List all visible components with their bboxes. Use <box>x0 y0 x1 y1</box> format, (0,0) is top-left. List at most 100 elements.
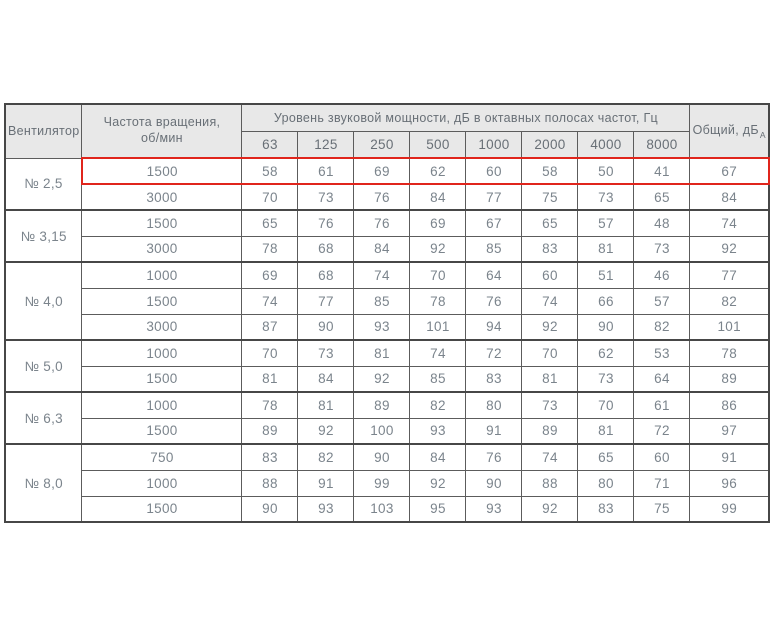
value-cell: 94 <box>465 313 523 341</box>
value-cell: 89 <box>521 417 579 445</box>
header-row-main: Вентилятор Частота вращения, об/мин Уров… <box>4 103 770 159</box>
value-cell: 100 <box>353 417 411 445</box>
spec-table-wrap: Вентилятор Частота вращения, об/мин Уров… <box>4 103 770 523</box>
value-cell: 76 <box>353 209 411 237</box>
frequency-header: 125 <box>297 130 355 159</box>
total-cell: 74 <box>689 209 770 237</box>
value-cell: 65 <box>521 209 579 237</box>
value-cell: 75 <box>521 183 579 211</box>
speed-cell: 1000 <box>81 261 243 289</box>
value-cell: 103 <box>353 495 411 523</box>
value-cell: 92 <box>521 313 579 341</box>
value-cell: 71 <box>633 469 691 497</box>
value-cell: 84 <box>409 183 467 211</box>
value-cell: 66 <box>577 287 635 315</box>
total-cell: 82 <box>689 287 770 315</box>
value-cell: 99 <box>353 469 411 497</box>
value-cell: 90 <box>353 443 411 471</box>
value-cell: 83 <box>241 443 299 471</box>
value-cell: 69 <box>409 209 467 237</box>
frequency-header: 1000 <box>465 130 523 159</box>
table-row: 3000 87 90 93 101 94 92 90 82 101 <box>5 313 770 341</box>
value-cell: 80 <box>577 469 635 497</box>
value-cell: 82 <box>633 313 691 341</box>
value-cell: 83 <box>577 495 635 523</box>
total-cell: 86 <box>689 391 770 419</box>
value-cell: 93 <box>409 417 467 445</box>
value-cell: 50 <box>577 157 635 185</box>
value-cell: 85 <box>465 235 523 263</box>
value-cell: 92 <box>521 495 579 523</box>
value-cell: 85 <box>353 287 411 315</box>
table-row: 1500 90 93 103 95 93 92 83 75 99 <box>5 495 770 523</box>
fan-label: № 5,0 <box>4 339 83 393</box>
value-cell: 70 <box>577 391 635 419</box>
value-cell: 93 <box>465 495 523 523</box>
speed-column-header: Частота вращения, об/мин <box>81 103 243 159</box>
total-cell: 96 <box>689 469 770 497</box>
value-cell: 89 <box>353 391 411 419</box>
total-cell: 97 <box>689 417 770 445</box>
value-cell: 64 <box>465 261 523 289</box>
total-cell: 101 <box>689 313 770 341</box>
value-cell: 74 <box>521 443 579 471</box>
total-cell: 91 <box>689 443 770 471</box>
frequency-header: 63 <box>241 130 299 159</box>
value-cell: 74 <box>241 287 299 315</box>
value-cell: 85 <box>409 365 467 393</box>
speed-cell: 1500 <box>81 287 243 315</box>
frequency-header-row: 63 125 250 500 1000 2000 4000 8000 <box>5 130 769 159</box>
value-cell: 93 <box>353 313 411 341</box>
value-cell: 84 <box>353 235 411 263</box>
value-cell: 92 <box>409 235 467 263</box>
value-cell: 68 <box>297 235 355 263</box>
value-cell: 65 <box>577 443 635 471</box>
value-cell: 87 <box>241 313 299 341</box>
value-cell: 61 <box>297 157 355 185</box>
value-cell: 77 <box>297 287 355 315</box>
value-cell: 70 <box>241 183 299 211</box>
value-cell: 89 <box>241 417 299 445</box>
value-cell: 73 <box>633 235 691 263</box>
value-cell: 93 <box>297 495 355 523</box>
value-cell: 57 <box>577 209 635 237</box>
table-body: № 2,5 1500 58 61 69 62 60 58 50 41 67 3000 70 73 76 84 7… <box>4 157 770 523</box>
value-cell: 90 <box>297 313 355 341</box>
value-cell: 72 <box>465 339 523 367</box>
value-cell: 73 <box>577 365 635 393</box>
value-cell: 58 <box>521 157 579 185</box>
speed-cell: 1000 <box>81 469 243 497</box>
speed-cell: 1500 <box>81 209 243 237</box>
value-cell: 74 <box>409 339 467 367</box>
value-cell: 81 <box>577 417 635 445</box>
speed-cell: 1000 <box>81 339 243 367</box>
value-cell: 62 <box>409 157 467 185</box>
value-cell: 73 <box>297 183 355 211</box>
total-cell: 99 <box>689 495 770 523</box>
octave-band-header: Уровень звуковой мощности, дБ в октавных… <box>241 103 691 132</box>
table-row: 3000 78 68 84 92 85 83 81 73 92 <box>5 235 770 263</box>
table-row: № 8,0 750 83 82 90 84 76 74 65 60 91 <box>4 443 770 523</box>
value-cell: 80 <box>465 391 523 419</box>
value-cell: 81 <box>297 391 355 419</box>
table-row: № 6,3 1000 78 81 89 82 80 73 70 61 86 <box>4 391 770 445</box>
table-row: № 3,15 1500 65 76 76 69 67 65 57 48 74 <box>4 209 770 263</box>
value-cell: 90 <box>465 469 523 497</box>
table-row: 1500 81 84 92 85 83 81 73 64 89 <box>5 365 770 393</box>
value-cell: 92 <box>297 417 355 445</box>
frequency-header: 500 <box>409 130 467 159</box>
value-cell: 81 <box>577 235 635 263</box>
value-cell: 88 <box>241 469 299 497</box>
table-row: 1500 89 92 100 93 91 89 81 72 97 <box>5 417 770 445</box>
value-cell: 60 <box>465 157 523 185</box>
value-cell: 76 <box>353 183 411 211</box>
fan-label: № 8,0 <box>4 443 83 523</box>
value-cell: 82 <box>409 391 467 419</box>
fan-label: № 6,3 <box>4 391 83 445</box>
value-cell: 65 <box>241 209 299 237</box>
value-cell: 74 <box>353 261 411 289</box>
value-cell: 82 <box>297 443 355 471</box>
value-cell: 88 <box>521 469 579 497</box>
value-cell: 84 <box>409 443 467 471</box>
